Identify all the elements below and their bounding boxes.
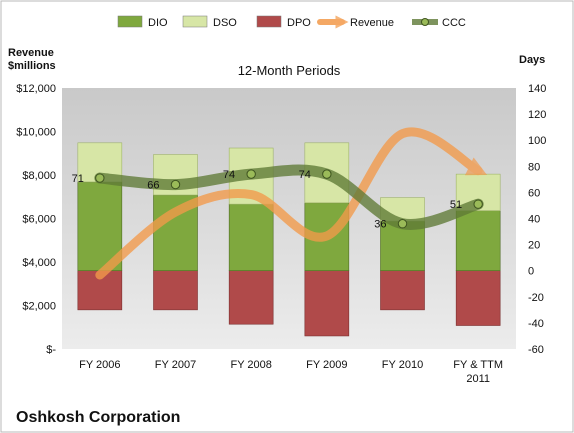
left-tick-label: $12,000 <box>16 83 56 95</box>
x-tick-label: FY 2006 <box>79 359 120 371</box>
left-axis-ticks: $- $2,000 $4,000 $6,000 $8,000 $10,000 $12,000 <box>16 83 56 356</box>
ccc-data-label: 51 <box>450 199 462 211</box>
left-tick-label: $2,000 <box>22 301 56 313</box>
x-tick-label: FY 2010 <box>382 359 423 371</box>
x-axis-labels: FY 2006 FY 2007 FY 2008 FY 2009 FY 2010 FY & … <box>79 359 503 385</box>
right-tick-label: 140 <box>528 83 546 95</box>
left-axis-label-line1: Revenue <box>8 47 54 59</box>
bar-dpo <box>228 270 274 325</box>
bar-dpo <box>304 270 350 337</box>
left-axis-label-line2: $millions <box>8 60 56 72</box>
left-tick-label: $6,000 <box>22 214 56 226</box>
right-tick-label: 20 <box>528 240 540 252</box>
right-axis-ticks: -60 -40 -20 0 20 40 60 80 100 120 140 <box>528 83 546 356</box>
bar-dio <box>228 203 274 272</box>
right-tick-label: 80 <box>528 161 540 173</box>
legend-swatch-dio <box>117 15 143 28</box>
x-tick-label: FY 2007 <box>155 359 196 371</box>
legend-label-dio: DIO <box>148 17 168 29</box>
ccc-data-label: 66 <box>147 180 159 192</box>
legend-label-revenue: Revenue <box>350 17 394 29</box>
right-tick-label: -20 <box>528 292 544 304</box>
company-name: Oshkosh Corporation <box>16 409 180 426</box>
legend-swatch-dpo <box>256 15 282 28</box>
right-tick-label: -60 <box>528 344 544 356</box>
legend-swatch-dso <box>182 15 208 28</box>
ccc-point <box>473 199 483 209</box>
ccc-point <box>322 169 332 179</box>
ccc-data-label: 71 <box>72 173 84 185</box>
bar-dio <box>455 210 501 271</box>
legend-marker-ccc <box>421 18 429 26</box>
legend: DIO DSO DPO Revenue CCC <box>117 15 466 29</box>
right-tick-label: 40 <box>528 214 540 226</box>
x-tick-label: FY & TTM <box>453 359 503 371</box>
right-axis-label: Days <box>519 54 545 66</box>
ccc-point <box>397 219 408 229</box>
chart-title: 12-Month Periods <box>238 63 341 78</box>
x-tick-label-line2: 2011 <box>466 373 490 385</box>
revenue-series <box>95 127 488 280</box>
right-tick-label: -40 <box>528 318 544 330</box>
left-tick-label: $4,000 <box>22 257 56 269</box>
legend-label-ccc: CCC <box>442 17 466 29</box>
ccc-data-label: 74 <box>299 169 311 181</box>
right-tick-label: 60 <box>528 187 540 199</box>
revenue-line <box>95 127 488 280</box>
ccc-point <box>95 173 105 183</box>
ccc-point <box>170 179 181 190</box>
left-tick-label: $8,000 <box>22 170 56 182</box>
right-tick-label: 120 <box>528 109 546 121</box>
left-tick-label: $- <box>46 344 56 356</box>
bar-dpo <box>380 270 425 311</box>
ccc-line: 71 66 74 74 36 51 <box>72 164 484 231</box>
ccc-point <box>246 169 256 179</box>
ccc-data-label: 74 <box>223 169 235 181</box>
legend-label-dpo: DPO <box>287 17 311 29</box>
right-tick-label: 0 <box>528 266 534 278</box>
left-tick-label: $10,000 <box>16 127 56 139</box>
bar-dpo <box>455 270 501 326</box>
x-tick-label: FY 2009 <box>306 359 347 371</box>
legend-label-dso: DSO <box>213 17 237 29</box>
ccc-data-label: 36 <box>374 219 386 231</box>
bar-dpo <box>153 270 198 311</box>
right-tick-label: 100 <box>528 135 546 147</box>
x-tick-label: FY 2008 <box>230 359 271 371</box>
